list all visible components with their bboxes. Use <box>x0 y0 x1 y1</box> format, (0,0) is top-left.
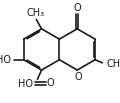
Text: O: O <box>74 72 82 82</box>
Text: O: O <box>73 3 81 13</box>
Text: CH₃: CH₃ <box>106 59 120 69</box>
Text: HO: HO <box>0 55 11 65</box>
Text: CH₃: CH₃ <box>26 8 44 18</box>
Text: HO: HO <box>18 79 33 89</box>
Text: O: O <box>46 78 54 88</box>
